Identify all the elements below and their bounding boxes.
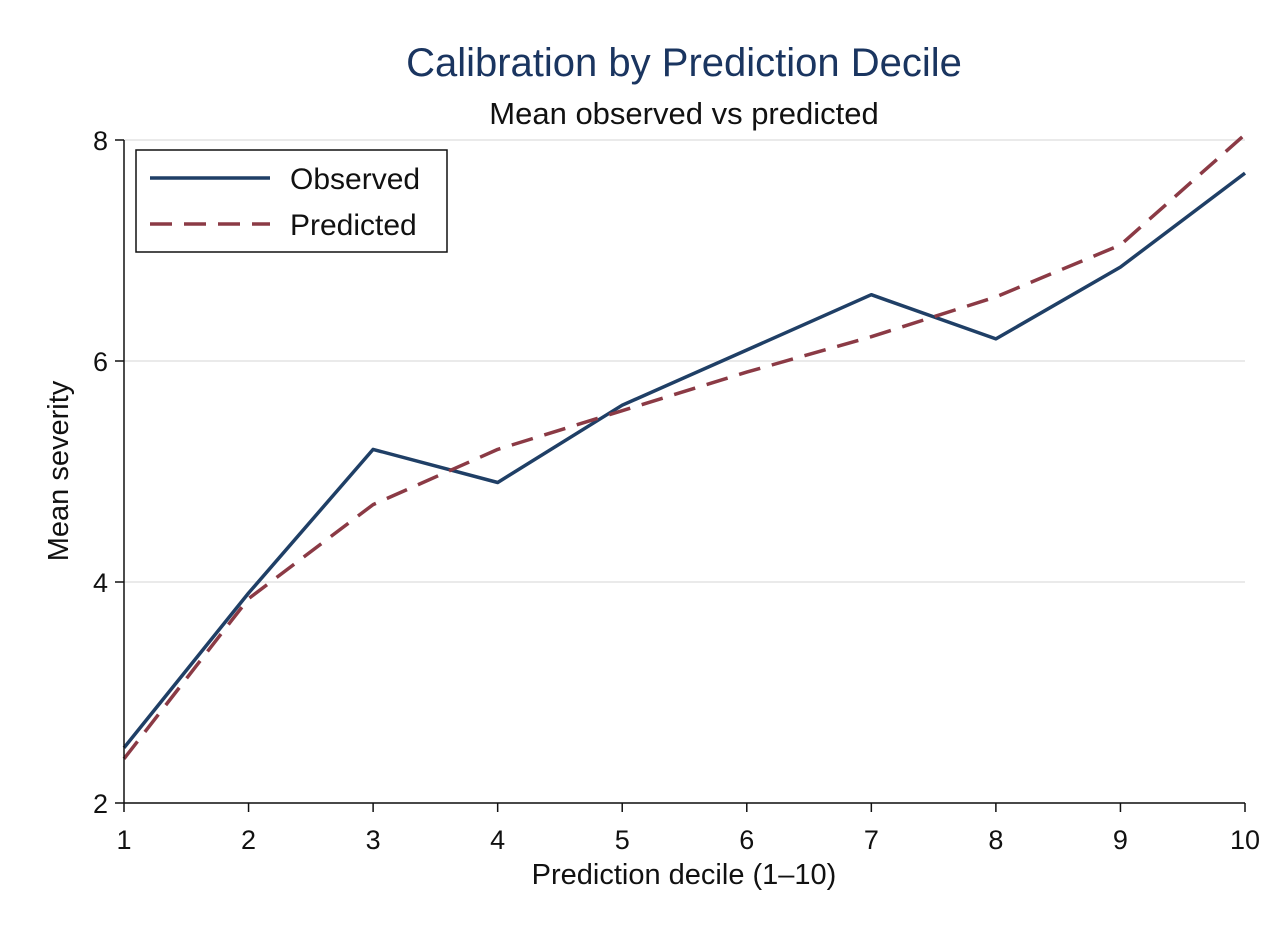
y-tick-label-2: 2 [93, 789, 108, 819]
y-tick-label-6: 6 [93, 347, 108, 377]
chart-title: Calibration by Prediction Decile [406, 41, 962, 85]
legend-label-observed: Observed [290, 163, 420, 196]
x-tick-label-10: 10 [1230, 825, 1260, 855]
series-line-predicted [122, 133, 1247, 760]
x-tick-label-6: 6 [739, 825, 754, 855]
x-axis-label: Prediction decile (1–10) [532, 859, 837, 891]
x-tick-label-2: 2 [241, 825, 256, 855]
y-axis-label: Mean severity [43, 380, 75, 561]
x-tick-label-9: 9 [1113, 825, 1128, 855]
legend-box [135, 149, 448, 253]
y-tick-label-8: 8 [93, 126, 108, 156]
x-tick-label-1: 1 [116, 825, 131, 855]
series-lines [122, 133, 1247, 760]
x-tick-label-5: 5 [615, 825, 630, 855]
x-tick-label-4: 4 [490, 825, 505, 855]
series-line-observed [122, 171, 1247, 749]
x-tick-label-3: 3 [366, 825, 381, 855]
legend: Observed Predicted [135, 149, 448, 253]
legend-label-predicted: Predicted [290, 209, 417, 242]
x-tick-label-8: 8 [988, 825, 1003, 855]
y-tick-label-4: 4 [93, 568, 108, 598]
x-tick-label-7: 7 [864, 825, 879, 855]
chart-subtitle: Mean observed vs predicted [489, 96, 878, 131]
